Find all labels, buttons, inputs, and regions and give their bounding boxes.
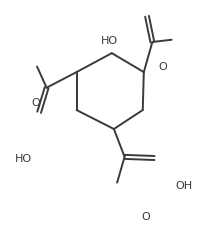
Text: HO: HO: [15, 154, 32, 164]
Text: O: O: [141, 212, 150, 222]
Text: HO: HO: [101, 36, 118, 46]
Text: O: O: [32, 98, 40, 108]
Text: O: O: [159, 61, 167, 72]
Text: OH: OH: [176, 181, 193, 191]
